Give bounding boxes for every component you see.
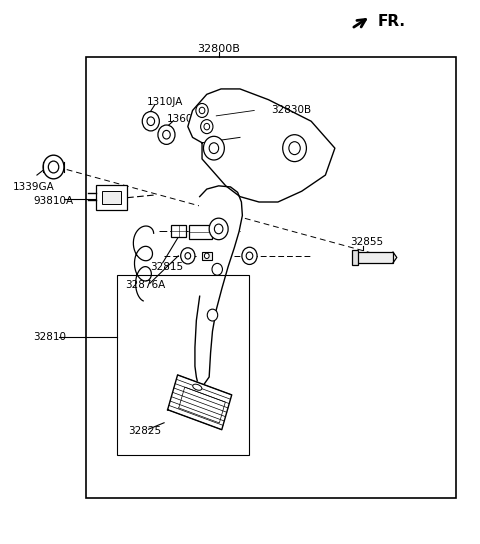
Circle shape [147,117,155,126]
Text: 32876A: 32876A [125,281,166,290]
Circle shape [246,252,253,259]
Circle shape [43,155,64,179]
Ellipse shape [193,384,202,390]
Circle shape [207,309,218,321]
Text: 32855: 32855 [350,237,383,248]
Bar [171,225,186,237]
Text: 1310JA: 1310JA [146,97,183,107]
Circle shape [204,253,209,258]
Circle shape [199,107,205,114]
Circle shape [158,125,175,144]
Polygon shape [168,375,232,430]
Bar [102,191,121,204]
Text: 32830B: 32830B [271,106,311,115]
Circle shape [142,112,159,131]
Circle shape [163,131,170,139]
Circle shape [289,141,300,154]
Text: 32810: 32810 [34,332,67,342]
Circle shape [242,247,257,264]
Circle shape [204,123,210,130]
Circle shape [209,143,219,153]
Text: 1339GA: 1339GA [13,182,55,191]
Circle shape [48,161,59,173]
Circle shape [185,252,191,259]
Text: FR.: FR. [378,14,406,29]
Bar [117,275,250,455]
Text: 93810A: 93810A [34,196,74,206]
Circle shape [180,248,195,264]
Text: 32825: 32825 [129,426,162,436]
Bar [358,252,393,263]
Polygon shape [188,89,335,202]
Text: 32815: 32815 [150,262,183,271]
Bar [96,186,127,209]
Bar [189,225,212,239]
Polygon shape [195,186,242,391]
Circle shape [215,224,223,234]
Bar [202,251,212,260]
Text: 32800B: 32800B [197,44,240,53]
Bar [352,250,359,265]
Circle shape [204,137,224,160]
Circle shape [196,103,208,118]
Circle shape [201,120,213,134]
Bar [86,57,456,498]
Circle shape [209,218,228,240]
Circle shape [212,263,222,275]
Text: 1360GH: 1360GH [167,114,209,123]
Circle shape [283,135,306,162]
